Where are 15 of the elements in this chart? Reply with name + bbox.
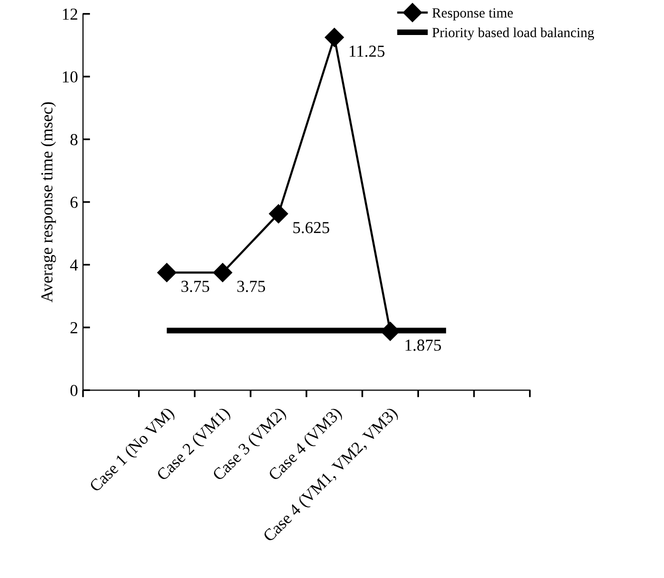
data-label: 1.875 xyxy=(406,340,441,351)
y-tick-label: 8 xyxy=(70,134,78,146)
y-tick-label: 0 xyxy=(70,384,78,396)
legend-label: Priority based load balancing xyxy=(432,27,594,40)
y-tick-label: 10 xyxy=(62,71,78,83)
y-tick-label: 4 xyxy=(70,260,78,271)
legend-label: Response time xyxy=(432,8,513,20)
data-label: 3.75 xyxy=(181,280,210,292)
data-label: 3.75 xyxy=(237,280,266,292)
y-tick-label: 2 xyxy=(70,322,78,334)
y-tick-label: 6 xyxy=(70,196,78,208)
y-axis-title: Average response time (msec) xyxy=(40,102,56,302)
data-label: 5.625 xyxy=(293,222,330,234)
data-label: 11.25 xyxy=(350,46,384,57)
y-tick-label: 12 xyxy=(62,8,78,20)
